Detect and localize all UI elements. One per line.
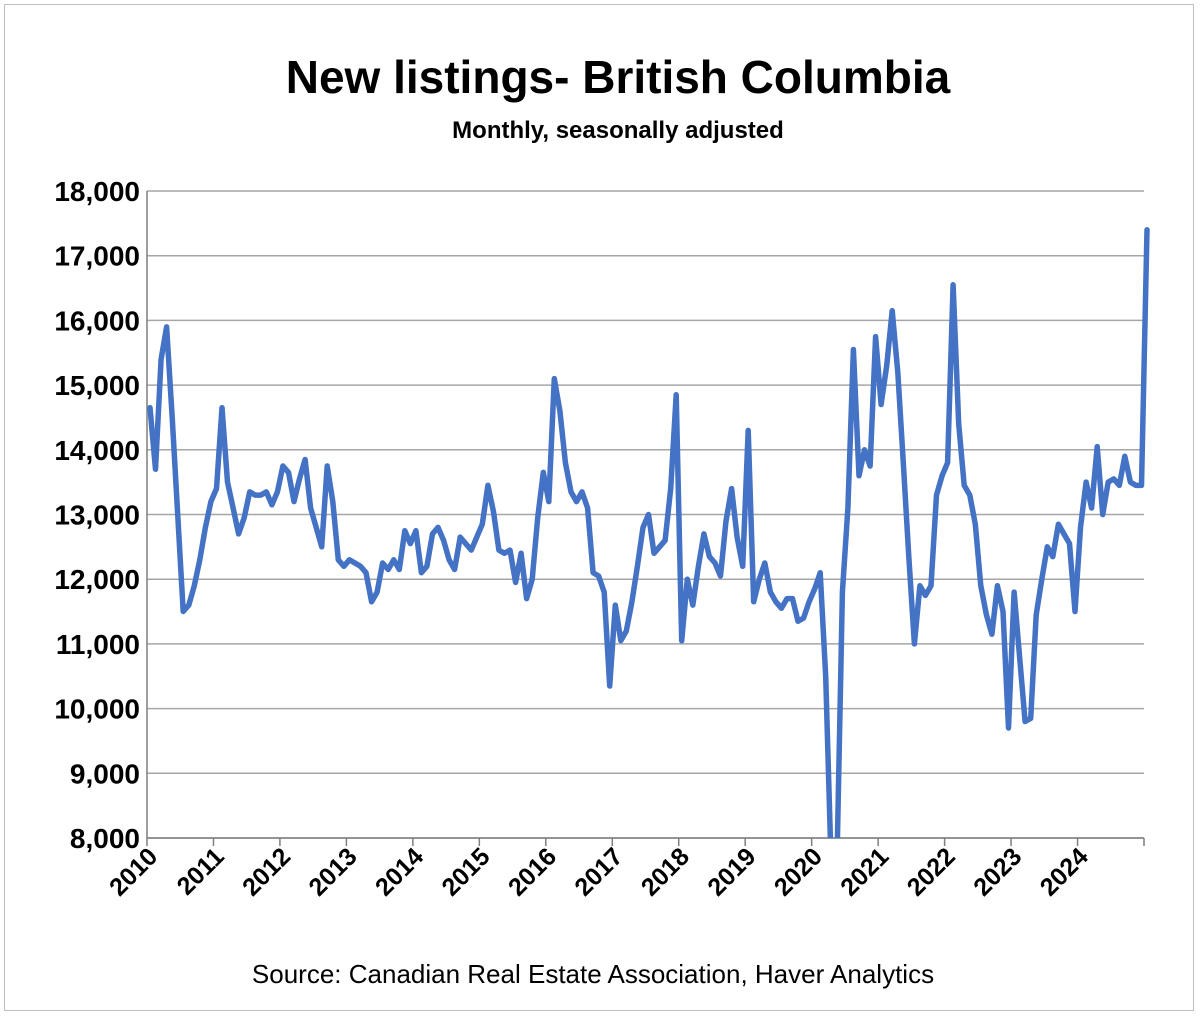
y-tick-label: 14,000 (54, 435, 140, 466)
chart-title: New listings- British Columbia (286, 51, 951, 103)
x-tick-label: 2022 (902, 842, 961, 901)
x-tick-label: 2023 (968, 842, 1027, 901)
chart-source: Source: Canadian Real Estate Association… (252, 959, 934, 989)
y-tick-label: 17,000 (54, 241, 140, 272)
y-tick-label: 10,000 (54, 694, 140, 725)
y-tick-label: 12,000 (54, 564, 140, 595)
chart: New listings- British Columbia Monthly, … (54, 51, 1150, 989)
series-lines (147, 227, 1150, 838)
y-tick-label: 9,000 (70, 758, 140, 789)
x-tick-label: 2017 (569, 842, 628, 901)
y-tick-label: 11,000 (56, 629, 140, 660)
y-tick-label: 15,000 (54, 370, 140, 401)
y-tick-label: 16,000 (54, 305, 140, 336)
x-axis-ticks: 2010 2011 2012 2013 2014 2015 2016 2017 2018 2019… (104, 838, 1145, 902)
x-tick-label: 2020 (769, 842, 828, 901)
y-tick-label: 18,000 (54, 176, 140, 207)
y-tick-label: 8,000 (70, 823, 140, 854)
chart-frame: New listings- British Columbia Monthly, … (4, 4, 1194, 1011)
gridlines (147, 190, 1144, 839)
y-axis-ticks: 8,000 9,000 10,000 11,000 12,000 13,000 14,000… (54, 176, 140, 854)
x-tick-label: 2012 (237, 842, 296, 901)
x-tick-label: 2021 (835, 842, 894, 901)
x-tick-label: 2014 (370, 842, 429, 901)
x-tick-label: 2018 (636, 842, 695, 901)
axes (146, 191, 1144, 839)
y-tick-label: 13,000 (54, 500, 140, 531)
x-tick-label: 2015 (436, 842, 495, 901)
x-tick-label: 2013 (304, 842, 363, 901)
x-tick-label: 2016 (503, 842, 562, 901)
series-line (147, 227, 1150, 838)
x-tick-label: 2019 (702, 842, 761, 901)
chart-subtitle: Monthly, seasonally adjusted (452, 117, 784, 144)
x-tick-label: 2024 (1035, 842, 1094, 901)
x-tick-label: 2011 (172, 842, 230, 900)
